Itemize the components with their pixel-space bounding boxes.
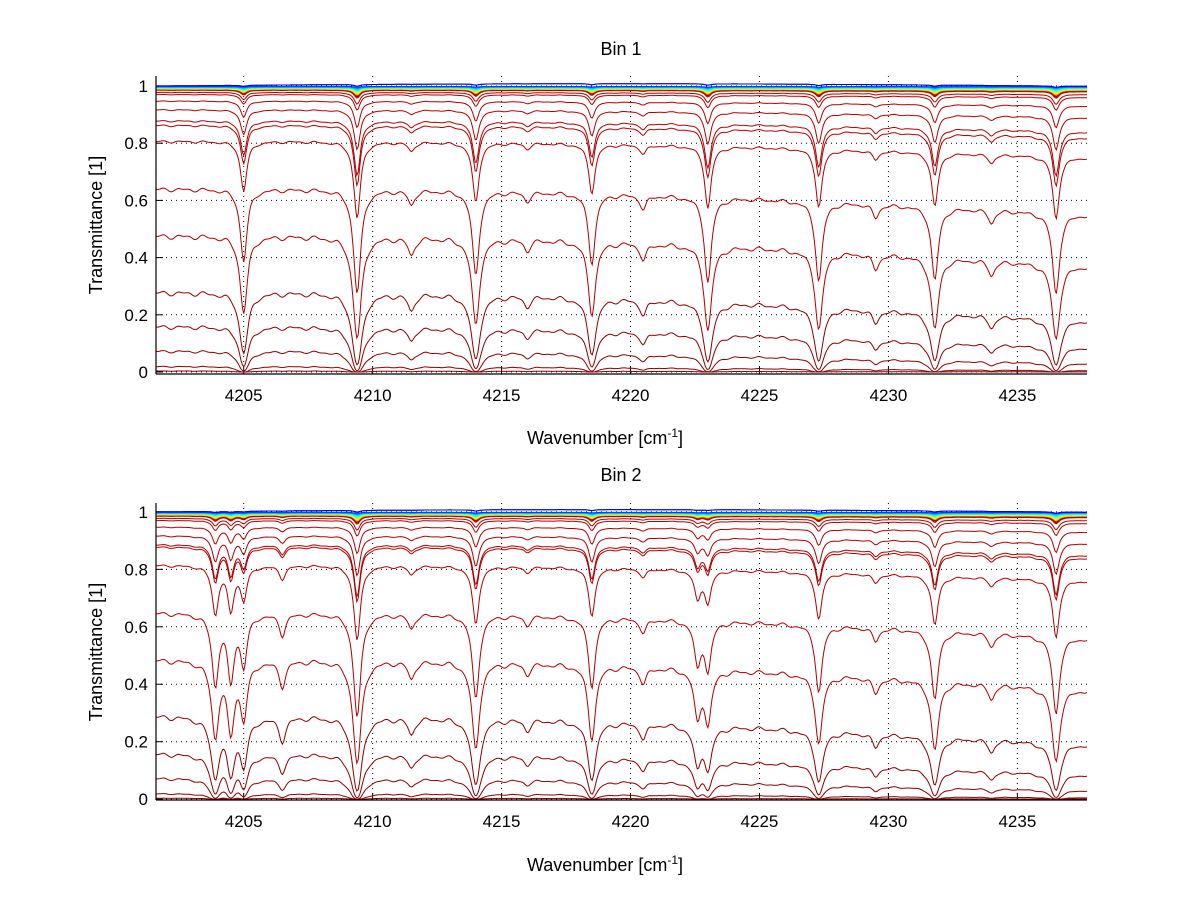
transmittance-series-25: [156, 546, 1087, 604]
transmittance-series-0: [156, 509, 1087, 514]
x-tick-label: 4215: [483, 386, 521, 405]
transmittance-series-24: [156, 544, 1087, 599]
transmittance-series-22: [156, 526, 1087, 555]
x-tick-label: 4215: [483, 812, 521, 831]
transmittance-series-26: [156, 564, 1087, 640]
y-tick-label: 0.6: [124, 191, 148, 210]
transmittance-series-24: [156, 120, 1087, 178]
y-tick-label: 0: [139, 790, 148, 809]
x-tick-label: 4225: [741, 386, 779, 405]
y-tick-label: 0.8: [124, 560, 148, 579]
chart-title: Bin 1: [600, 39, 641, 59]
y-tick-label: 0.2: [124, 733, 148, 752]
transmittance-series-30: [156, 325, 1087, 372]
transmittance-series-25: [156, 124, 1087, 188]
transmittance-series-32: [156, 793, 1087, 800]
chart-title: Bin 2: [600, 465, 641, 485]
y-tick-label: 1: [139, 77, 148, 96]
x-tick-label: 4205: [225, 386, 263, 405]
transmittance-series-26: [156, 140, 1087, 221]
x-tick-label: 4230: [870, 812, 908, 831]
x-axis-label: Wavenumber [cm-1]: [527, 426, 683, 448]
y-tick-label: 0.4: [124, 675, 148, 694]
subplot-bin-2: Bin 2 Wavenumber [cm-1] Transmittance [1…: [86, 465, 1087, 875]
y-tick-label: 0.4: [124, 249, 148, 268]
subplot-bin-1: Bin 1 Wavenumber [cm-1] Transmittance [1…: [86, 39, 1087, 448]
transmittance-series-28: [156, 658, 1087, 766]
series-group: [156, 509, 1087, 800]
x-tick-label: 4220: [612, 386, 650, 405]
transmittance-series-30: [156, 752, 1087, 799]
transmittance-series-23: [156, 535, 1087, 577]
transmittance-series-32: [156, 365, 1087, 373]
transmittance-series-20: [156, 517, 1087, 531]
y-axis-label: Transmittance [1]: [86, 583, 106, 721]
x-tick-label: 4210: [354, 812, 392, 831]
transmittance-series-31: [156, 777, 1087, 800]
y-tick-label: 1: [139, 503, 148, 522]
transmittance-series-21: [156, 520, 1087, 537]
transmittance-series-27: [156, 187, 1087, 294]
x-tick-label: 4230: [870, 386, 908, 405]
transmittance-series-0: [156, 83, 1087, 88]
transmittance-series-21: [156, 93, 1087, 111]
y-tick-label: 0.2: [124, 306, 148, 325]
x-tick-label: 4235: [998, 812, 1036, 831]
transmittance-series-28: [156, 234, 1087, 341]
transmittance-series-29: [156, 290, 1087, 366]
y-axis-label: Transmittance [1]: [86, 156, 106, 294]
x-tick-label: 4225: [741, 812, 779, 831]
transmittance-series-27: [156, 612, 1087, 717]
transmittance-series-2: [156, 511, 1087, 514]
x-tick-label: 4235: [998, 386, 1036, 405]
transmittance-series-29: [156, 715, 1087, 792]
transmittance-series-23: [156, 109, 1087, 152]
transmittance-series-22: [156, 100, 1087, 129]
x-tick-label: 4210: [354, 386, 392, 405]
x-axis-label: Wavenumber [cm-1]: [527, 853, 683, 875]
x-tick-label: 4205: [225, 812, 263, 831]
y-tick-label: 0: [139, 363, 148, 382]
y-tick-label: 0.8: [124, 134, 148, 153]
series-group: [156, 83, 1087, 373]
y-tick-label: 0.6: [124, 618, 148, 637]
x-tick-label: 4220: [612, 812, 650, 831]
transmittance-series-31: [156, 350, 1087, 373]
transmittance-series-20: [156, 91, 1087, 105]
transmittance-series-2: [156, 85, 1087, 88]
